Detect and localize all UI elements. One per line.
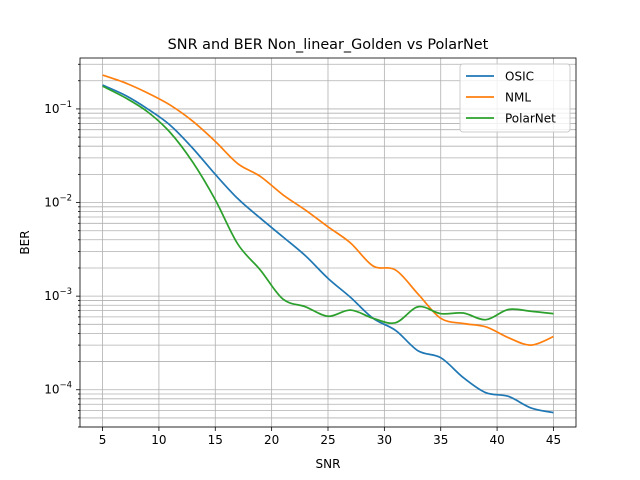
legend-items: OSIC NML PolarNet — [466, 70, 556, 126]
x-tick-label: 25 — [320, 433, 335, 447]
x-axis-ticks: 5 10 15 20 25 30 35 40 45 — [99, 427, 561, 447]
legend-label-osic: OSIC — [505, 70, 534, 84]
series-lines — [102, 74, 554, 414]
legend-label-nml: NML — [505, 91, 531, 105]
x-tick-label: 40 — [489, 433, 504, 447]
legend-box — [459, 63, 571, 133]
x-axis-label: SNR — [316, 457, 341, 471]
series-line-nml — [102, 74, 554, 346]
x-tick-label: 30 — [377, 433, 392, 447]
y-axis-label: BER — [18, 230, 32, 254]
y-tick-label: 10−3 — [44, 287, 72, 303]
x-tick-label: 35 — [433, 433, 448, 447]
legend-label-polarnet: PolarNet — [505, 112, 556, 126]
x-tick-label: 15 — [208, 433, 223, 447]
legend: OSIC NML PolarNet — [459, 63, 571, 133]
series-line-polarnet — [102, 85, 554, 325]
x-tick-label: 45 — [546, 433, 561, 447]
x-tick-label: 20 — [264, 433, 279, 447]
x-tick-label: 5 — [99, 433, 107, 447]
series-line-osic — [102, 84, 554, 414]
y-tick-label: 10−1 — [44, 100, 72, 116]
y-tick-label: 10−2 — [44, 194, 72, 210]
chart-title: SNR and BER Non_linear_Golden vs PolarNe… — [168, 37, 489, 53]
y-axis-ticks: 10−4 10−3 10−2 10−1 — [44, 63, 80, 428]
x-tick-label: 10 — [151, 433, 166, 447]
y-tick-label: 10−4 — [44, 381, 72, 397]
